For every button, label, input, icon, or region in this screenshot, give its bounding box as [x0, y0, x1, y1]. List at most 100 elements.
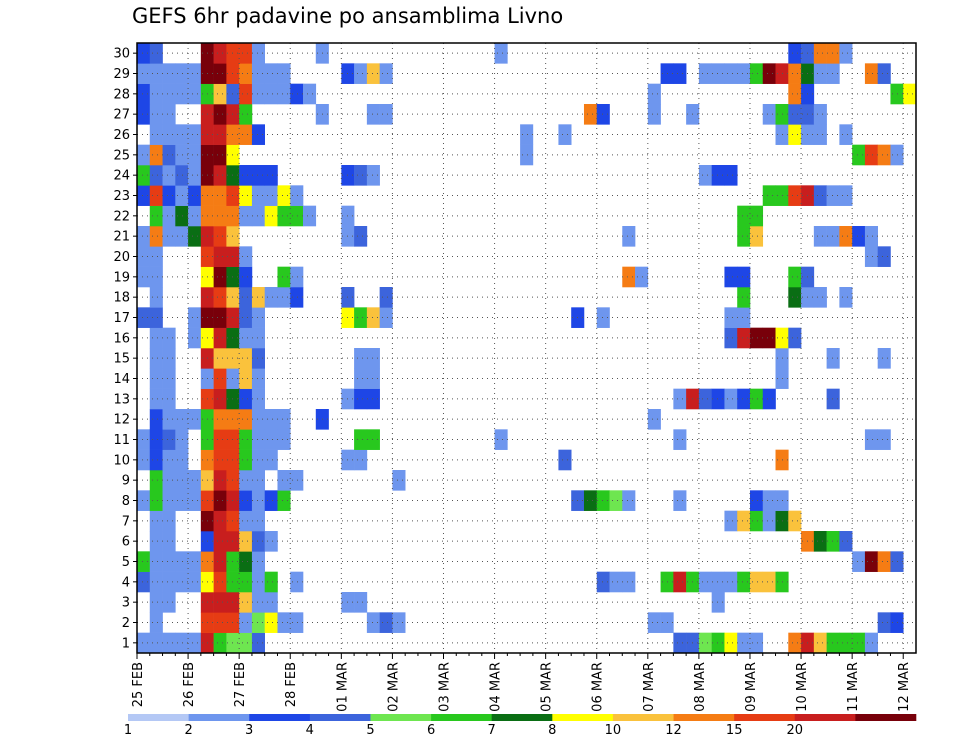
- heatmap-cell: [239, 124, 253, 145]
- heatmap-cell: [239, 205, 253, 227]
- heatmap-cell: [366, 307, 380, 328]
- chart-title: GEFS 6hr padavine po ansamblima Livno: [132, 4, 564, 28]
- heatmap-cell: [366, 165, 380, 186]
- heatmap-cell: [162, 531, 176, 552]
- heatmap-cell: [264, 612, 278, 633]
- heatmap-cell: [749, 490, 764, 511]
- heatmap-cell: [149, 429, 163, 450]
- heatmap-cell: [162, 510, 176, 532]
- y-tick-label: 21: [113, 230, 130, 245]
- heatmap-cell: [622, 226, 636, 247]
- heatmap-cell: [239, 368, 253, 389]
- y-tick-label: 26: [113, 128, 130, 143]
- heatmap-cell: [213, 348, 227, 369]
- heatmap-cell: [788, 124, 802, 145]
- heatmap-cell: [188, 205, 202, 227]
- y-tick-label: 22: [113, 209, 130, 224]
- heatmap-cell: [864, 246, 878, 267]
- colorbar-label: 5: [366, 723, 374, 738]
- heatmap-cell: [749, 226, 764, 247]
- colorbar-swatch: [612, 714, 674, 721]
- heatmap-cell: [213, 632, 227, 654]
- heatmap-cell: [737, 226, 751, 247]
- heatmap-cell: [877, 429, 891, 450]
- heatmap-cell: [175, 470, 189, 491]
- heatmap-cell: [188, 165, 202, 186]
- heatmap-cell: [890, 551, 904, 572]
- heatmap-cell: [520, 144, 534, 166]
- heatmap-cell: [137, 226, 151, 247]
- heatmap-cell: [162, 388, 176, 410]
- heatmap-cell: [303, 205, 317, 227]
- heatmap-cell: [749, 632, 764, 654]
- heatmap-cell: [251, 43, 265, 64]
- heatmap-cell: [366, 348, 380, 369]
- heatmap-cell: [251, 287, 265, 308]
- heatmap-cell: [673, 388, 687, 410]
- heatmap-cell: [290, 287, 304, 308]
- heatmap-cell: [303, 83, 317, 105]
- heatmap-cell: [711, 165, 725, 186]
- heatmap-cell: [877, 551, 891, 572]
- heatmap-cell: [251, 63, 265, 84]
- heatmap-cell: [366, 388, 380, 410]
- x-tick-label: 03 MAR: [438, 662, 453, 712]
- heatmap-cell: [175, 449, 189, 471]
- heatmap-cell: [137, 551, 151, 572]
- heatmap-cell: [354, 388, 368, 410]
- heatmap-cell: [379, 104, 393, 125]
- colorbar-swatch: [128, 714, 189, 721]
- heatmap-cell: [239, 185, 253, 206]
- heatmap-cell: [277, 429, 291, 450]
- colorbar-label: 6: [427, 723, 435, 738]
- heatmap-cell: [877, 63, 891, 84]
- heatmap-cell: [596, 490, 610, 511]
- heatmap-cell: [239, 409, 253, 430]
- y-tick-label: 7: [122, 514, 130, 529]
- heatmap-cell: [149, 165, 163, 186]
- heatmap-cell: [673, 429, 687, 450]
- heatmap-cell: [277, 185, 291, 206]
- colorbar-label: 12: [665, 723, 682, 738]
- heatmap-cell: [239, 63, 253, 84]
- heatmap-cell: [137, 490, 151, 511]
- heatmap-cell: [175, 185, 189, 206]
- y-tick-label: 3: [122, 596, 130, 611]
- heatmap-cell: [826, 226, 840, 247]
- x-tick-label: 01 MAR: [335, 662, 350, 712]
- heatmap-cell: [698, 388, 712, 410]
- heatmap-cell: [749, 388, 764, 410]
- x-tick-label: 09 MAR: [744, 662, 759, 712]
- y-tick-label: 1: [122, 636, 130, 651]
- heatmap-cell: [839, 531, 853, 552]
- heatmap-cell: [277, 83, 291, 105]
- heatmap-cell: [852, 226, 866, 247]
- heatmap-cell: [149, 348, 163, 369]
- heatmap-cell: [239, 327, 253, 349]
- heatmap-cell: [698, 571, 712, 593]
- heatmap-cell: [290, 612, 304, 633]
- heatmap-cell: [162, 104, 176, 125]
- heatmap-cell: [175, 632, 189, 654]
- heatmap-cell: [251, 449, 265, 471]
- colorbar-swatch: [734, 714, 796, 721]
- heatmap-cell: [213, 510, 227, 532]
- heatmap-cell: [622, 490, 636, 511]
- heatmap-cell: [162, 429, 176, 450]
- heatmap-cell: [213, 571, 227, 593]
- heatmap-cell: [711, 388, 725, 410]
- heatmap-cell: [839, 287, 853, 308]
- heatmap-cell: [239, 531, 253, 552]
- heatmap-cell: [239, 612, 253, 633]
- colorbar-label: 20: [787, 723, 804, 738]
- heatmap-cell: [392, 612, 406, 633]
- heatmap-cell: [354, 429, 368, 450]
- heatmap-cell: [213, 83, 227, 105]
- heatmap-cell: [239, 592, 253, 613]
- heatmap-cell: [788, 185, 802, 206]
- heatmap-cell: [724, 266, 738, 288]
- heatmap-cell: [162, 83, 176, 105]
- heatmap-cell: [290, 185, 304, 206]
- y-tick-label: 10: [113, 453, 130, 468]
